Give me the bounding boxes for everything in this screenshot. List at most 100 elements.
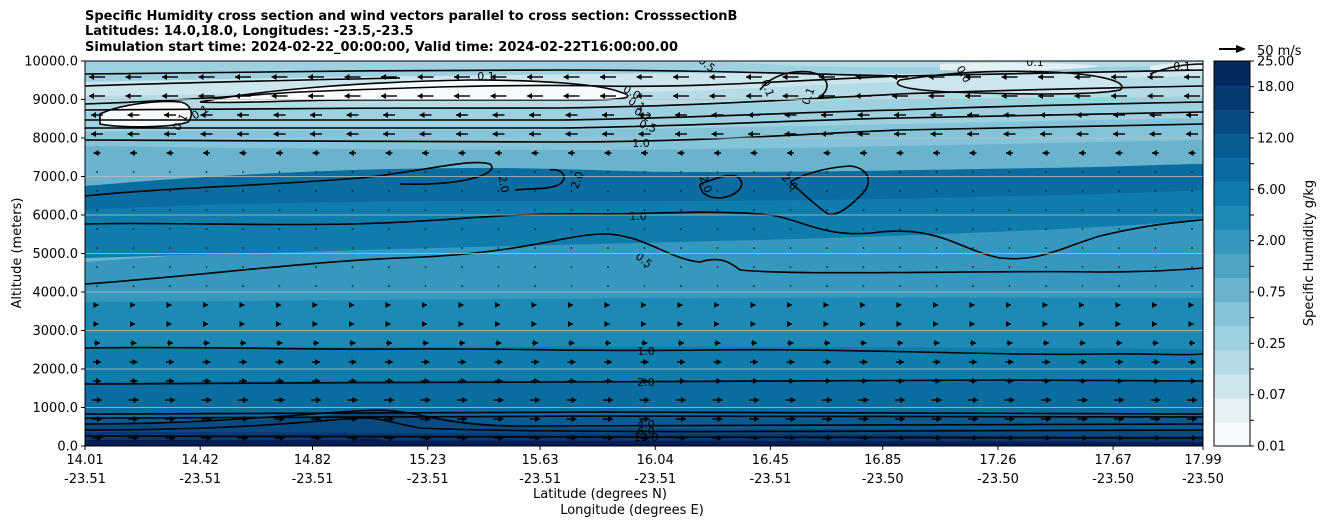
wind-vector-head [935,378,941,384]
wind-vector [935,190,938,192]
wind-vector [534,228,536,230]
wind-vector-head [608,416,613,422]
wind-vector-head [855,93,861,99]
y-tick-label: 6000.0 [33,209,79,224]
wind-vector [899,266,901,268]
x-tick-label-lon: -23.51 [64,472,106,487]
wind-vector-head [784,112,790,118]
wind-vector-head [496,340,502,346]
wind-vector-head [857,131,863,137]
colorbar-segment [1214,325,1250,351]
wind-vector-head [715,340,721,346]
wind-vector-head [753,378,758,384]
wind-vector-head [1079,302,1084,308]
wind-vector-head [458,302,464,308]
wind-vector [607,190,609,192]
wind-vector-head [239,302,245,308]
wind-vector-head [936,435,942,441]
wind-vector-head [1080,340,1086,346]
wind-vector [205,209,208,211]
wind-vector-head [205,359,211,365]
wind-vector-head [498,416,504,422]
wind-vector [1118,190,1120,192]
wind-vector [351,228,354,230]
colorbar-tick-label: 25.00 [1257,55,1294,70]
wind-vector [716,266,719,268]
wind-vector-head [529,112,534,118]
wind-vector-head [973,416,978,422]
wind-vector [461,228,463,230]
wind-vector-head [1119,397,1124,403]
contour-line [85,346,1203,356]
wind-vector-head [277,340,283,346]
colorbar-tick-label: 6.00 [1257,183,1286,198]
wind-vector-head [490,93,496,99]
wind-vector-head [495,150,500,156]
wind-vector-head [789,359,795,365]
wind-vector [570,266,573,268]
wind-vector-head [198,74,204,80]
wind-vector-head [352,397,358,403]
wind-vector-head [534,359,539,365]
wind-vector-head [239,321,245,327]
wind-vector-head [748,131,753,137]
wind-vector [972,209,974,211]
wind-vector-head [899,359,904,365]
wind-vector [497,266,500,268]
colorbar-tick-label: 2.00 [1257,234,1286,249]
wind-vector-head [1076,112,1082,118]
wind-vector-head [752,340,757,346]
x-tick-label-lon: -23.50 [862,472,904,487]
wind-vector [972,285,974,287]
wind-vector-head [93,321,99,327]
wind-vector-head [96,378,101,384]
chart-title-line-2: Latitudes: 14.0,18.0, Longitudes: -23.5,… [85,24,414,39]
wind-vector-head [273,131,279,137]
wind-vector [278,247,281,249]
wind-vector-head [91,112,96,118]
wind-vector-head [1154,378,1160,384]
wind-vector-head [350,340,356,346]
colorbar-segment [1214,349,1250,375]
wind-vector-head [643,378,649,384]
wind-vector-head [1152,150,1157,156]
wind-vector-head [1045,359,1050,365]
x-tick-label-lon: -23.51 [634,472,676,487]
wind-vector-head [242,378,247,384]
contour-label: 0.1 [1173,60,1191,73]
x-axis-label-longitude: Longitude (degrees E) [560,503,704,518]
x-tick-label-lon: -23.50 [1182,472,1224,487]
wind-vector [132,228,135,230]
colorbar-tick-label: 0.01 [1257,440,1286,455]
chart-title-line-1: Specific Humidity cross section and wind… [85,9,738,24]
wind-vector-head [789,378,795,384]
wind-vector-head [456,131,461,137]
wind-vector-head [1074,93,1080,99]
wind-vector-head [271,74,277,80]
wind-vector [278,266,281,268]
wind-vector-head [419,131,425,137]
wind-vector-head [125,74,131,80]
wind-vector-head [967,131,972,137]
wind-vector [351,266,354,268]
wind-vector [242,209,244,211]
wind-vector-head [531,321,537,327]
wind-vector-head [1046,435,1051,441]
colorbar-segment [1214,109,1250,134]
wind-vector [1045,247,1047,249]
wind-vector [242,285,244,287]
wind-vector-head [417,93,423,99]
wind-vector [753,285,755,287]
wind-vector-head [972,378,977,384]
wind-vector-head [308,93,313,99]
wind-vector-head [527,93,532,99]
humidity-band [335,438,395,446]
wind-vector-head [381,93,386,99]
wind-vector-head [900,397,905,403]
wind-vector-head [133,416,139,422]
wind-vector-head [563,93,569,99]
wind-vector-head [1117,340,1122,346]
contour-line [85,415,1203,419]
contour-label: 0.1 [477,70,495,83]
contour-line [85,435,1203,439]
